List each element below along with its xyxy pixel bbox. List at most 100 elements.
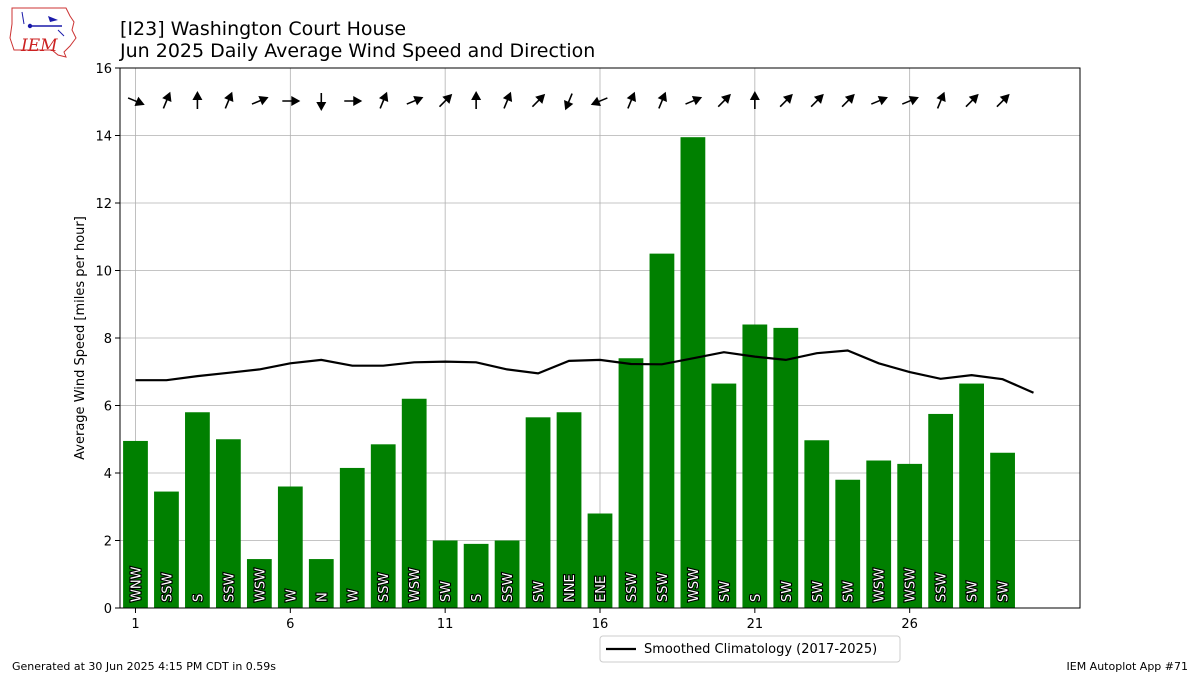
bar <box>185 412 210 608</box>
bar <box>649 253 675 608</box>
bar-direction-label: WSW <box>904 568 919 602</box>
bar-direction-label: WSW <box>408 568 423 602</box>
wind-arrow <box>936 91 946 109</box>
wind-arrow <box>965 93 979 108</box>
legend: Smoothed Climatology (2017-2025) <box>599 635 901 663</box>
bar-direction-label: SW <box>532 581 547 602</box>
wind-arrow <box>502 91 513 109</box>
direction-labels: WNW SSW S SSW WSW W N W SSW WSW SW S SSW SW NNE ENE SSW S… <box>128 565 1012 603</box>
bar <box>897 463 923 608</box>
bar-direction-label: S <box>191 594 206 602</box>
y-axis-label: Average Wind Speed [miles per hour] <box>73 216 88 460</box>
chart-title: [I23] Washington Court House <box>120 18 406 40</box>
bar-direction-label: WSW <box>253 568 268 602</box>
bar-direction-label: SW <box>780 581 795 602</box>
bar-direction-label: SW <box>718 581 733 602</box>
wind-arrow <box>531 93 546 108</box>
bar-direction-label: SW <box>966 581 981 602</box>
wind-arrow <box>438 93 453 108</box>
bar <box>990 452 1015 608</box>
logo-text: IEM <box>20 36 58 56</box>
x-tick-label: 26 <box>901 617 918 632</box>
bar <box>308 559 334 608</box>
wind-arrow <box>996 93 1010 108</box>
bar <box>370 444 396 608</box>
y-tick-label: 2 <box>104 535 112 550</box>
wind-arrow <box>901 95 919 106</box>
y-axis-ticks: 0 2 4 6 8 10 12 14 16 <box>95 62 120 617</box>
wind-arrow <box>841 93 855 108</box>
x-tick-label: 1 <box>131 617 139 632</box>
wind-arrow <box>406 95 424 106</box>
app-label: IEM Autoplot App #71 <box>1067 660 1189 673</box>
bar-direction-label: W <box>284 589 299 602</box>
bar <box>216 439 241 608</box>
wind-arrow <box>471 91 482 109</box>
legend-label: Smoothed Climatology (2017-2025) <box>644 642 877 657</box>
bar <box>587 513 613 608</box>
wind-arrow <box>626 91 636 109</box>
bar-direction-label: SSW <box>935 572 950 602</box>
bar <box>463 543 489 608</box>
bar <box>339 467 365 608</box>
wind-arrow <box>871 95 888 106</box>
bar <box>401 398 427 608</box>
bar <box>494 540 520 608</box>
y-tick-label: 0 <box>104 602 112 617</box>
bar <box>711 383 737 608</box>
wind-arrow <box>378 91 389 109</box>
chart-subtitle: Jun 2025 Daily Average Wind Speed and Di… <box>119 40 595 62</box>
bar <box>277 486 303 608</box>
wind-arrow <box>657 91 667 109</box>
bar-direction-label: W <box>346 589 361 602</box>
legend-box <box>599 635 901 663</box>
bar-direction-label: SW <box>811 581 826 602</box>
x-tick-label: 16 <box>592 617 609 632</box>
bar-direction-label: SSW <box>377 572 392 602</box>
generated-timestamp: Generated at 30 Jun 2025 4:15 PM CDT in … <box>12 660 276 673</box>
wind-arrow <box>810 93 824 108</box>
wind-arrow <box>590 96 608 107</box>
y-tick-label: 16 <box>95 62 112 77</box>
wind-direction-arrows <box>127 91 1010 111</box>
bar-direction-label: WNW <box>129 566 144 602</box>
bar-direction-label: WSW <box>687 568 702 602</box>
bar-direction-label: S <box>470 594 485 602</box>
bar <box>773 327 799 608</box>
bar <box>556 412 582 608</box>
bar <box>835 479 861 608</box>
bar <box>680 137 706 608</box>
y-tick-label: 4 <box>104 467 112 482</box>
bar-direction-label: SW <box>842 581 857 602</box>
bar-direction-label: SSW <box>501 572 516 602</box>
bar-direction-label: SSW <box>625 572 640 602</box>
plot-area: WNW SSW S SSW WSW W N W SSW WSW SW S SSW SW NNE ENE SSW S… <box>119 67 1081 609</box>
bar-direction-label: ENE <box>594 576 609 602</box>
y-tick-label: 12 <box>95 197 112 212</box>
wind-arrow <box>685 95 703 106</box>
bar <box>618 358 644 608</box>
bar <box>154 491 179 608</box>
wind-arrow <box>192 91 203 109</box>
bar <box>742 324 768 608</box>
y-tick-label: 14 <box>95 130 112 145</box>
bar <box>959 383 984 608</box>
iem-logo: IEM <box>9 7 77 58</box>
wind-arrow <box>282 96 301 106</box>
bar <box>866 460 892 608</box>
wind-arrow <box>127 96 145 107</box>
bar <box>804 440 830 608</box>
x-tick-label: 21 <box>747 617 764 632</box>
x-axis-ticks: 1 6 11 16 21 26 <box>131 608 918 632</box>
bar-direction-label: NNE <box>563 574 578 602</box>
bar-direction-label: SSW <box>222 572 237 602</box>
wind-arrow <box>344 96 363 106</box>
bar-direction-label: WSW <box>873 568 888 602</box>
x-tick-label: 11 <box>437 617 454 632</box>
wind-arrow <box>779 93 793 108</box>
bar-direction-label: SSW <box>160 572 175 602</box>
wind-arrow <box>162 91 172 109</box>
wind-arrow <box>251 95 269 106</box>
wind-arrow <box>564 93 574 111</box>
